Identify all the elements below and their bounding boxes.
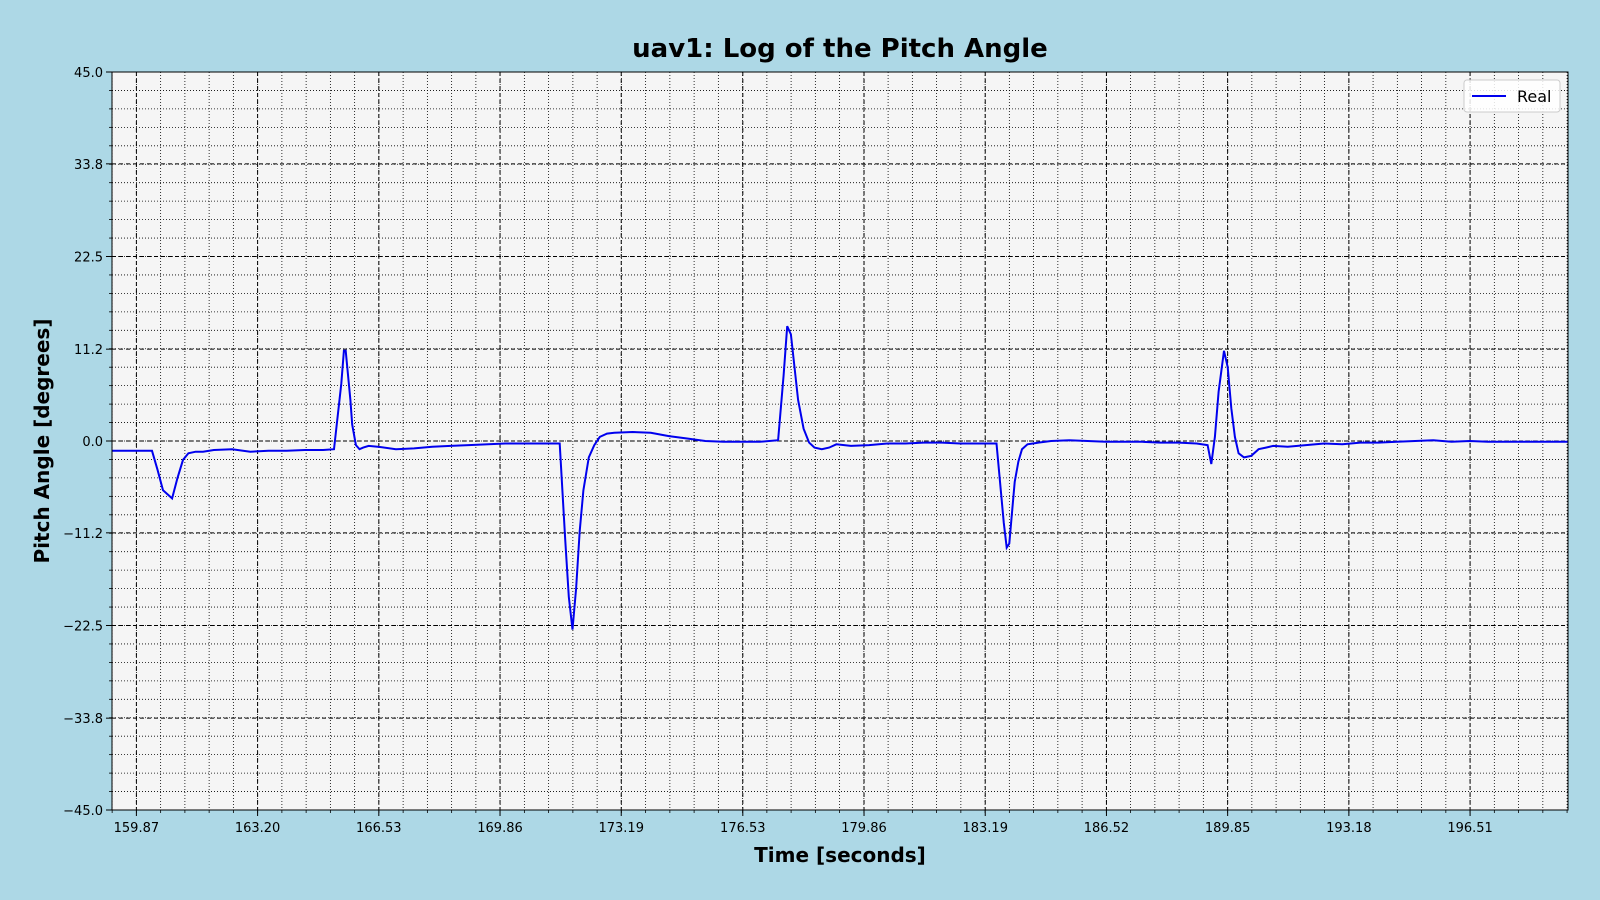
x-tick-label: 176.53 [720,821,766,836]
series-line-real [112,325,1568,630]
y-tick-label: −33.8 [63,712,103,727]
x-tick-label: 166.53 [356,821,402,836]
legend-box [1463,79,1561,113]
y-axis-label: Pitch Angle [degrees] [30,319,54,564]
plot-frame [111,71,1569,811]
x-tick-label: 163.20 [235,821,281,836]
x-tick-label: 196.51 [1447,821,1493,836]
legend-label-real: Real [1517,87,1552,106]
x-axis-label: Time [seconds] [754,843,926,867]
x-tick-label: 183.19 [962,821,1008,836]
y-tick-label: −45.0 [63,804,103,819]
y-tick-label: 0.0 [82,435,103,450]
y-tick-label: 11.2 [74,343,103,358]
x-tick-label: 169.86 [477,821,523,836]
y-axis-ticks: 45.0 33.8 22.5 11.2 0.0 −11.2 −22.5 −33.8 −45.0 [63,66,112,819]
y-tick-label: 45.0 [74,66,103,81]
y-tick-label: −22.5 [63,620,103,635]
x-tick-label: 173.19 [598,821,644,836]
x-tick-label: 179.86 [841,821,887,836]
y-tick-label: 33.8 [74,158,103,173]
x-tick-label: 186.52 [1084,821,1130,836]
grid-lines [111,71,1568,811]
chart-title: uav1: Log of the Pitch Angle [632,34,1048,64]
x-axis-ticks: 159.87 163.20 166.53 169.86 173.19 176.53 179.… [111,810,1568,836]
legend: Real [1463,79,1561,113]
x-tick-label: 189.85 [1205,821,1251,836]
x-tick-label: 159.87 [114,821,160,836]
y-tick-label: 22.5 [74,251,103,266]
y-tick-label: −11.2 [63,527,103,542]
x-tick-label: 193.18 [1326,821,1372,836]
